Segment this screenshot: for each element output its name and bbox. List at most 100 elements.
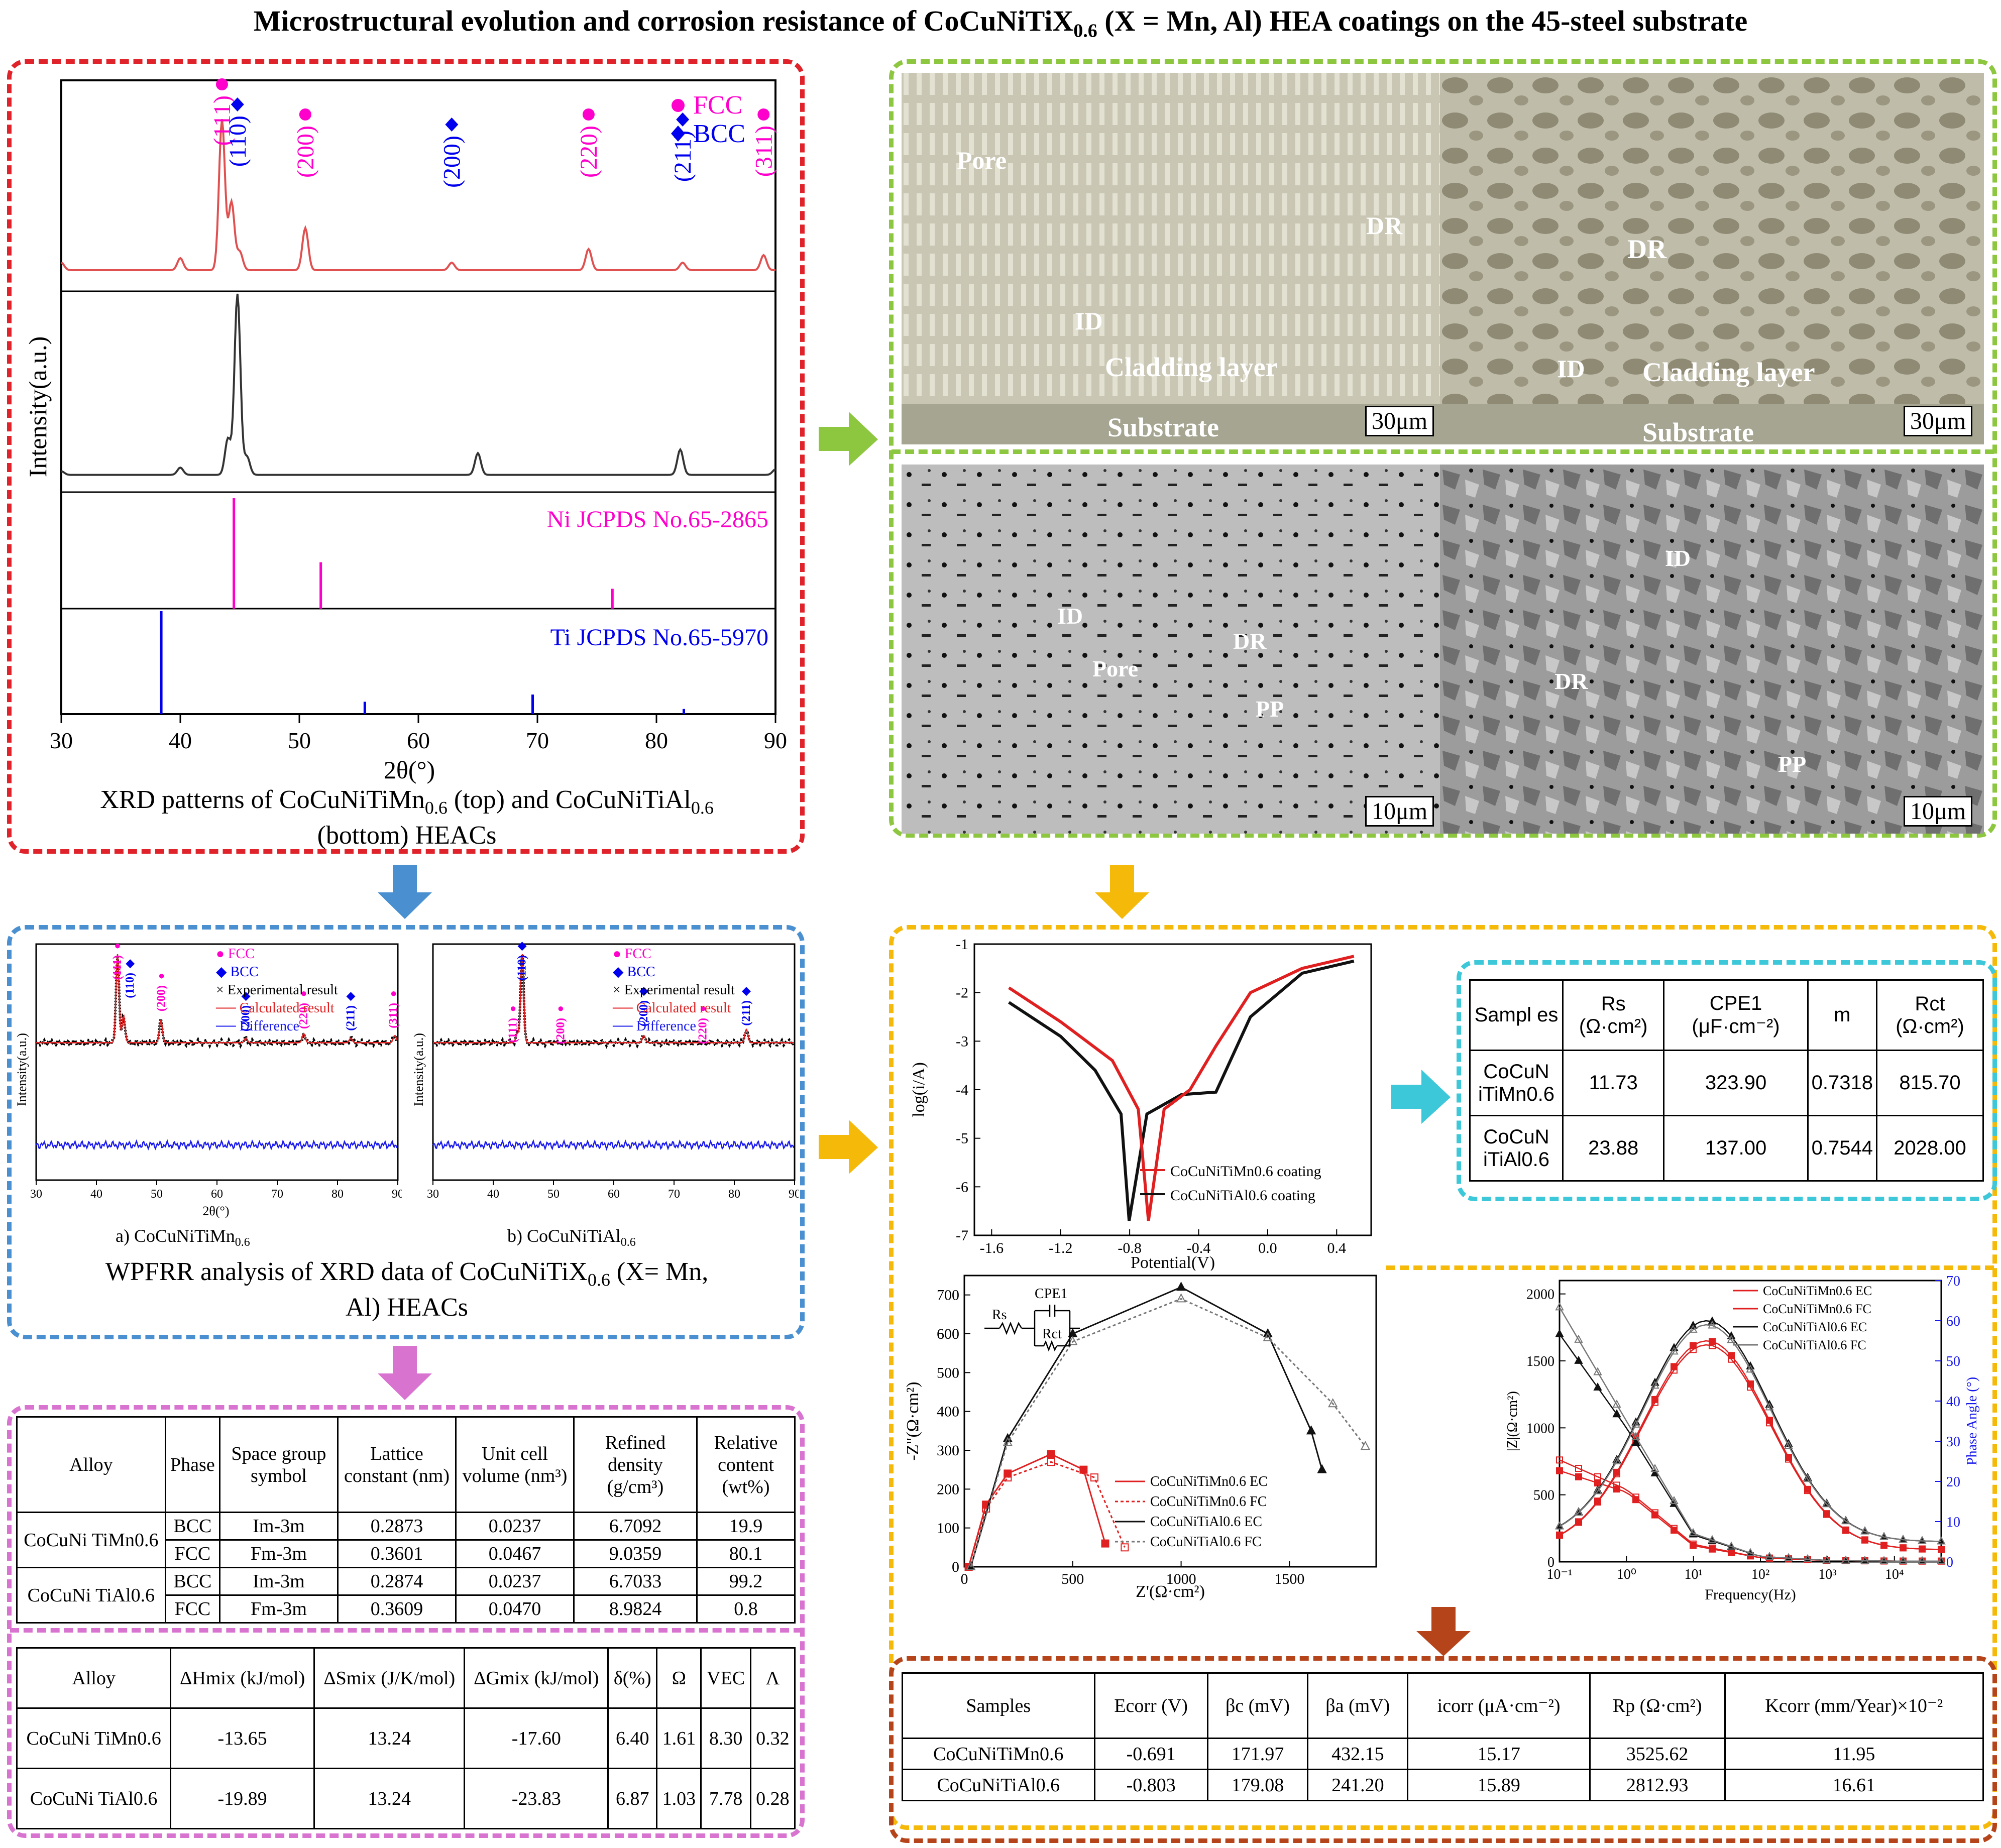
- bode-x-tick-label: 10¹: [1685, 1567, 1703, 1582]
- peak-label: (200): [554, 1018, 567, 1044]
- bode-point: [1690, 1540, 1697, 1548]
- wpfrr-x-tick-label: 50: [151, 1188, 163, 1201]
- th-rp: Rp (Ω·cm²): [1589, 1672, 1726, 1739]
- bode-point: [1709, 1342, 1716, 1349]
- peak-marker: ●: [390, 987, 397, 999]
- table-cell: -0.691: [1093, 1738, 1208, 1770]
- table-cell: 0.7318: [1807, 1050, 1878, 1116]
- table-cell: 8.30: [700, 1707, 751, 1769]
- tr-substrate-label: Substrate: [1642, 417, 1754, 447]
- wpfrr-x-tick-label: 40: [90, 1188, 102, 1201]
- bode-point: [1784, 1440, 1793, 1449]
- tr-dr-label: DR: [1627, 234, 1666, 264]
- bode-point: [1822, 1499, 1831, 1508]
- wpfrr-x-tick-label: 30: [30, 1188, 42, 1201]
- arrow-down-blue-icon: [378, 865, 432, 919]
- xrd-caption: XRD patterns of CoCuNiTiMn0.6 (top) and …: [100, 785, 714, 850]
- peak-label: (311): [750, 126, 777, 177]
- table-cell: CoCuN iTiAl0.6: [1469, 1115, 1564, 1182]
- peak-label: (200): [438, 136, 465, 188]
- nyq-xlabel: Z'(Ω·cm²): [1136, 1582, 1205, 1601]
- bode-point: [1670, 1346, 1679, 1355]
- tl-substrate-label: Substrate: [1107, 412, 1219, 442]
- nyquist-point: [1176, 1282, 1186, 1291]
- wpfrr-caption: WPFRR analysis of XRD data of CoCuNiTiX0…: [105, 1257, 709, 1322]
- th-dhmix: ΔHmix (kJ/mol): [170, 1647, 315, 1709]
- table-cell: 11.73: [1562, 1050, 1665, 1116]
- xrd-x-tick-label: 40: [169, 728, 192, 753]
- peak-marker: ●: [510, 1002, 516, 1014]
- table-cell: BCC: [164, 1512, 221, 1541]
- nyq-y-tick-label: 300: [937, 1442, 959, 1459]
- nyq-y-tick-label: 600: [937, 1326, 959, 1342]
- wpfrr-a-ylabel: Intensity(a.u.): [15, 1033, 29, 1106]
- nyquist-point: [1101, 1539, 1109, 1548]
- bode-point: [1746, 1548, 1755, 1556]
- table-cell: 2028.00: [1876, 1115, 1984, 1182]
- br-dr-label: DR: [1554, 668, 1588, 694]
- nyquist-point: [1317, 1464, 1327, 1473]
- wpfrr-b-caption: b) CoCuNiTiAl0.6: [507, 1226, 636, 1249]
- peak-marker: ●: [700, 1002, 706, 1014]
- th-delta: δ(%): [607, 1647, 658, 1709]
- xrd-al-series-line: [61, 293, 776, 476]
- nyq-y-tick-label: 100: [937, 1520, 959, 1537]
- bode-point: [1708, 1535, 1717, 1543]
- pol-y-tick-label: -7: [956, 1227, 968, 1244]
- bode-point: [1861, 1536, 1868, 1544]
- peak-label: (110): [225, 116, 251, 167]
- table-cell: 16.61: [1724, 1769, 1984, 1801]
- arrow-right-cyan-icon: [1391, 1070, 1451, 1124]
- table-cell: 0.7544: [1807, 1115, 1878, 1182]
- wpfrr-x-tick-label: 80: [728, 1188, 740, 1201]
- bode-point: [1727, 1541, 1736, 1550]
- pol-y-tick-label: -3: [956, 1033, 968, 1050]
- nyq-x-tick-label: 500: [1061, 1571, 1084, 1587]
- bcc-peak-marker: [445, 118, 459, 132]
- wpfrr-x-tick-label: 60: [608, 1188, 620, 1201]
- pol-x-tick-label: 0.4: [1327, 1240, 1347, 1256]
- bode-y-tick-label: 500: [1533, 1488, 1554, 1504]
- pol-x-tick-label: -1.6: [980, 1240, 1004, 1256]
- table-cell: -13.65: [170, 1707, 315, 1769]
- table-cell: BCC: [164, 1567, 221, 1596]
- bl-dr-label: DR: [1233, 628, 1267, 654]
- bode-point: [1841, 1555, 1850, 1564]
- xrd-panel: [7, 59, 805, 854]
- bode-x-tick-label: 10⁻¹: [1546, 1567, 1572, 1582]
- bode-x-tick-label: 10⁴: [1885, 1567, 1904, 1582]
- peak-label: (311): [387, 1003, 400, 1028]
- nyquist-point: [1263, 1332, 1273, 1341]
- pol-al-series-line: [1008, 959, 1355, 1221]
- arrow-down-brown-icon: [1416, 1607, 1471, 1656]
- peak-label: (111): [507, 1018, 520, 1043]
- table-cell: -23.83: [464, 1768, 609, 1829]
- table-cell: FCC: [164, 1594, 221, 1624]
- wpfrr-x-tick-label: 90: [392, 1188, 402, 1201]
- pol-legend-al: CoCuNiTiAl0.6 coating: [1170, 1187, 1315, 1204]
- bode-point: [1899, 1534, 1908, 1543]
- bode-point: [1900, 1544, 1907, 1552]
- bode-y2-tick-label: 70: [1946, 1274, 1960, 1289]
- th-lattice-constant: Lattice constant (nm): [337, 1416, 457, 1513]
- bode-series-line: [1559, 1307, 1941, 1562]
- bode-ylabel: |Z|(Ω·cm²): [1505, 1391, 1520, 1451]
- th-dsmix: ΔSmix (J/K/mol): [313, 1647, 466, 1709]
- nyquist-series-line: [970, 1298, 1366, 1567]
- bode-point: [1918, 1536, 1927, 1544]
- electrochem-panel: [889, 925, 1997, 1830]
- nyquist-point: [1003, 1437, 1013, 1446]
- table-divider: [10, 1628, 803, 1633]
- nyq-legend-label: CoCuNiTiAl0.6 FC: [1150, 1534, 1262, 1550]
- th-samples: Samples: [902, 1672, 1095, 1739]
- nyquist-point: [966, 1561, 976, 1570]
- bode-point: [1575, 1465, 1582, 1472]
- equivalent-circuit-icon: [984, 1305, 1080, 1352]
- pol-y-tick-label: -6: [956, 1179, 968, 1195]
- table-cell: Im-3m: [219, 1567, 339, 1596]
- bode-series-line: [1559, 1344, 1942, 1550]
- bode-point: [1919, 1545, 1926, 1553]
- peak-label: (110): [124, 973, 137, 998]
- red-line-icon: ──: [216, 1000, 236, 1016]
- th-rs: Rs (Ω·cm²): [1562, 979, 1665, 1051]
